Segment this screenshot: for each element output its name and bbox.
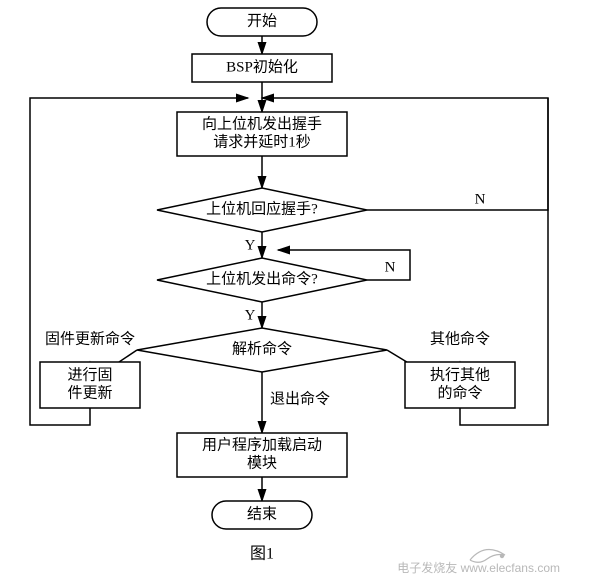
edge-label: N (475, 191, 486, 207)
figure-caption: 图1 (250, 546, 274, 563)
svg-text:上位机回应握手?: 上位机回应握手? (206, 199, 318, 217)
edge-label: 退出命令 (270, 389, 330, 407)
svg-text:执行其他: 执行其他 (430, 366, 490, 383)
svg-text:用户程序加载启动: 用户程序加载启动 (202, 436, 322, 453)
svg-text:模块: 模块 (247, 454, 277, 471)
svg-text:向上位机发出握手: 向上位机发出握手 (202, 115, 322, 132)
edge-label: Y (245, 237, 256, 253)
svg-text:上位机发出命令?: 上位机发出命令? (206, 269, 318, 287)
svg-text:进行固: 进行固 (67, 366, 112, 383)
svg-text:开始: 开始 (247, 12, 277, 29)
svg-text:请求并延时1秒: 请求并延时1秒 (213, 133, 311, 150)
svg-text:其他命令: 其他命令 (430, 329, 490, 347)
svg-text:件更新: 件更新 (67, 384, 112, 401)
edge-label: N (385, 259, 396, 275)
svg-text:结束: 结束 (247, 505, 277, 522)
svg-text:解析命令: 解析命令 (232, 339, 292, 357)
svg-text:的命令: 的命令 (437, 383, 482, 401)
svg-text:BSP初始化: BSP初始化 (226, 58, 298, 75)
svg-text:固件更新命令: 固件更新命令 (45, 329, 135, 347)
edge-label: Y (245, 307, 256, 323)
